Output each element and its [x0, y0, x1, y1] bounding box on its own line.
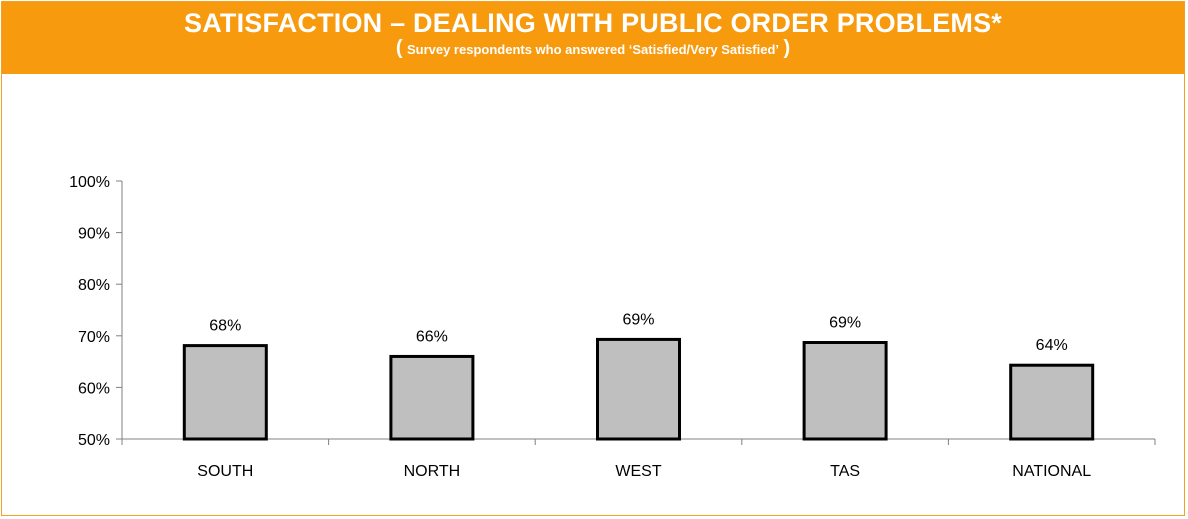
- data-label: 69%: [829, 315, 861, 332]
- bar-north: [389, 354, 475, 441]
- chart-subtitle: Survey respondents who answered ‘Satisfi…: [406, 42, 780, 57]
- data-label: 68%: [209, 318, 241, 335]
- title-banner: SATISFACTION – DEALING WITH PUBLIC ORDER…: [2, 2, 1184, 74]
- x-category-label: NORTH: [404, 463, 461, 480]
- bar-west: [596, 337, 681, 441]
- y-tick-label: 60%: [78, 380, 110, 397]
- y-tick-label: 90%: [78, 226, 110, 243]
- bar-tas: [802, 341, 888, 441]
- chart-subtitle-line: ( Survey respondents who answered ‘Satis…: [2, 38, 1184, 60]
- y-tick-label: 80%: [78, 277, 110, 294]
- chart-title: SATISFACTION – DEALING WITH PUBLIC ORDER…: [183, 8, 1003, 38]
- bar-south: [182, 344, 268, 441]
- bar-national: [1009, 363, 1095, 441]
- y-tick-label: 70%: [78, 329, 110, 346]
- y-tick-label: 50%: [78, 432, 110, 449]
- data-label: 64%: [1036, 337, 1068, 354]
- x-category-label: WEST: [615, 463, 661, 480]
- data-label: 66%: [416, 328, 448, 345]
- subtitle-paren-close: ): [783, 37, 791, 59]
- x-category-label: SOUTH: [197, 463, 253, 480]
- x-category-label: NATIONAL: [1012, 463, 1091, 480]
- x-category-label: TAS: [830, 463, 860, 480]
- data-label: 69%: [622, 311, 654, 328]
- y-tick-label: 100%: [69, 174, 110, 191]
- subtitle-paren-open: (: [395, 37, 403, 59]
